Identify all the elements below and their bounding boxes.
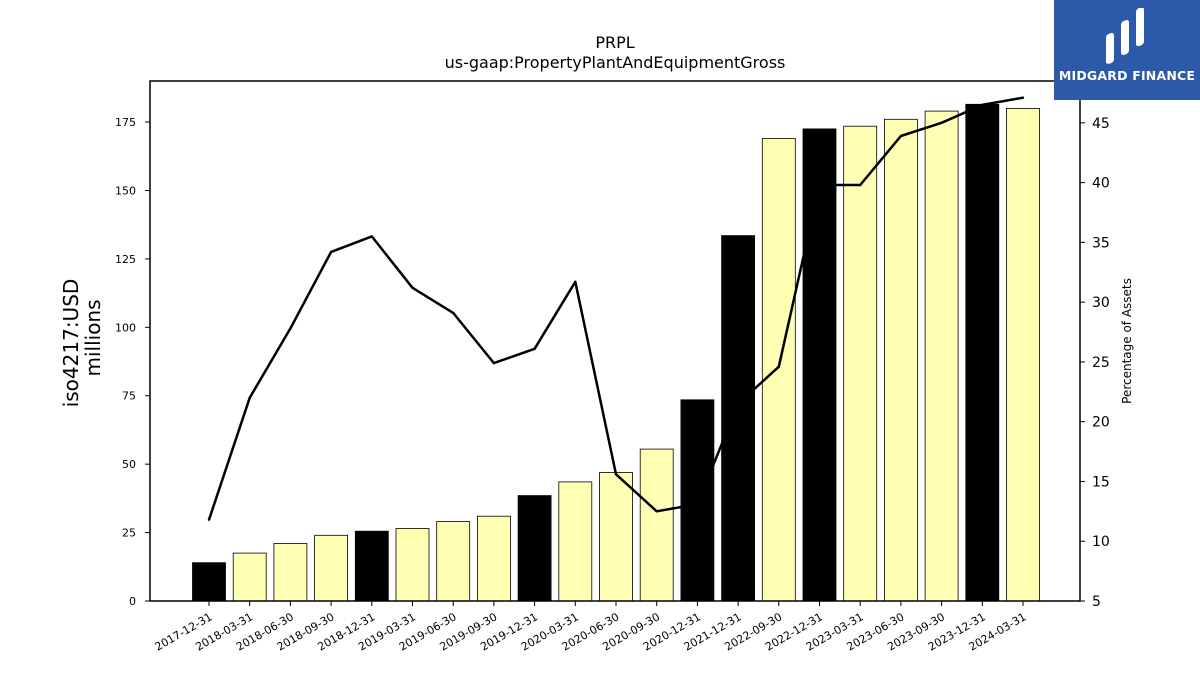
y2-tick-label-40: 40 xyxy=(1092,176,1110,192)
line-point-2019-09-30 xyxy=(492,361,496,365)
y2-tick-label-45: 45 xyxy=(1092,116,1110,132)
line-point-2017-12-31 xyxy=(207,518,211,521)
line-point-2023-09-30 xyxy=(940,121,943,125)
line-point-2020-06-30 xyxy=(614,473,618,476)
chart-title: PRPL xyxy=(595,33,634,52)
y-tick-label-50: 50 xyxy=(122,458,136,471)
line-point-2020-09-30 xyxy=(655,510,658,513)
bar-2020-09-30 xyxy=(639,448,674,602)
line-point-2023-12-31 xyxy=(981,103,984,107)
bar-2019-09-30 xyxy=(476,515,511,602)
line-point-2018-09-30 xyxy=(329,250,333,254)
y2-tick-label-30: 30 xyxy=(1092,295,1110,311)
bar-2018-12-31 xyxy=(354,530,389,602)
y2-axis-label: Percentage of Assets xyxy=(1120,278,1134,404)
line-point-2018-03-31 xyxy=(248,396,251,399)
y2-tick-label-25: 25 xyxy=(1092,355,1110,371)
line-point-2022-09-30 xyxy=(777,365,780,368)
line-point-2020-03-31 xyxy=(574,280,577,283)
line-point-2020-12-31 xyxy=(696,503,699,506)
y2-tick-label-10: 10 xyxy=(1092,534,1110,550)
bar-2018-03-31 xyxy=(232,552,267,602)
y-tick-label-100: 100 xyxy=(115,321,136,334)
bar-series xyxy=(192,103,1040,602)
bar-2022-12-31 xyxy=(802,128,837,602)
bar-2021-12-31 xyxy=(721,235,755,602)
bar-2022-09-30 xyxy=(761,138,796,602)
logo-text: MIDGARD FINANCE xyxy=(1058,68,1196,83)
bar-2018-06-30 xyxy=(273,543,308,602)
line-point-2019-03-31 xyxy=(411,286,414,289)
bar-2023-09-30 xyxy=(924,110,959,602)
bar-2023-06-30 xyxy=(884,118,918,602)
bar-2023-12-31 xyxy=(965,103,1000,602)
bar-2019-06-30 xyxy=(436,521,471,602)
bar-2020-03-31 xyxy=(558,481,593,602)
bar-2019-12-31 xyxy=(517,495,552,602)
bar-2020-12-31 xyxy=(680,399,715,602)
y2-tick-label-5: 5 xyxy=(1092,594,1101,610)
bar-2018-09-30 xyxy=(314,534,349,602)
chart-subtitle: us-gaap:PropertyPlantAndEquipmentGross xyxy=(445,53,786,72)
line-point-2019-12-31 xyxy=(533,347,536,350)
y-tick-label-175: 175 xyxy=(115,116,136,129)
bar-2020-06-30 xyxy=(599,471,633,602)
y-axis-unit-label: millions xyxy=(81,299,105,376)
y2-tick-label-20: 20 xyxy=(1092,415,1110,431)
y-tick-label-25: 25 xyxy=(122,527,136,540)
percentage-line-series xyxy=(207,96,1025,521)
line-point-2022-12-31 xyxy=(818,183,821,187)
midgard-finance-logo: MIDGARD FINANCE xyxy=(1054,0,1200,100)
y-tick-label-125: 125 xyxy=(115,253,136,266)
line-point-2021-12-31 xyxy=(736,402,740,405)
line-point-2024-03-31 xyxy=(1021,96,1025,99)
y-tick-label-150: 150 xyxy=(115,184,136,197)
line-point-2018-06-30 xyxy=(289,327,292,330)
line-point-2023-06-30 xyxy=(899,134,903,138)
y2-tick-label-35: 35 xyxy=(1092,235,1110,251)
line-point-2023-03-31 xyxy=(859,183,862,187)
line-point-2018-12-31 xyxy=(370,235,373,238)
y-axis-label: iso4217:USD xyxy=(59,279,83,408)
bar-2023-03-31 xyxy=(843,125,878,602)
y-tick-label-75: 75 xyxy=(122,390,136,403)
bar-2024-03-31 xyxy=(1006,108,1040,602)
y-tick-label-0: 0 xyxy=(129,595,136,608)
midgard-logo-icon xyxy=(1106,8,1144,64)
bar-2019-03-31 xyxy=(395,528,430,602)
bar-2017-12-31 xyxy=(192,562,226,602)
y2-tick-label-15: 15 xyxy=(1092,474,1110,490)
plot-frame xyxy=(149,80,1081,602)
line-point-2019-06-30 xyxy=(452,311,455,315)
